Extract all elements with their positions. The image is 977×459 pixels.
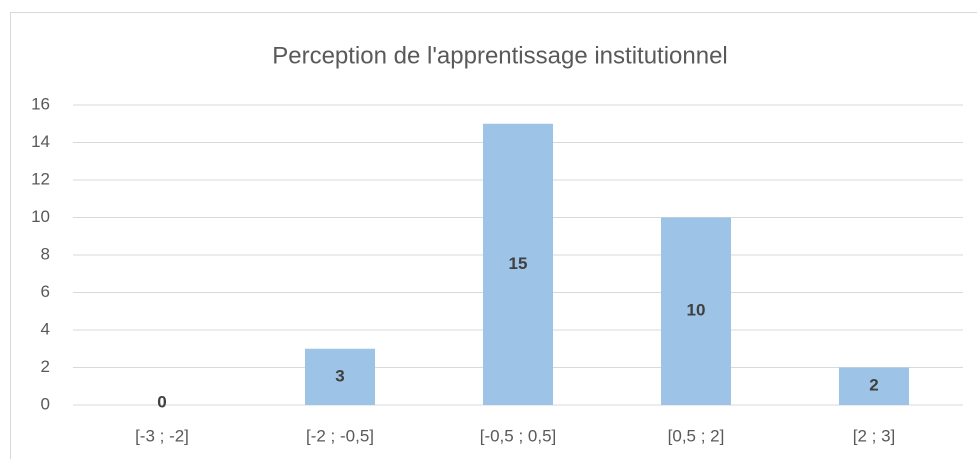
data-label: 15 [509,254,528,273]
x-tick-label: [0,5 ; 2] [668,426,725,445]
y-tick-label: 0 [41,394,50,413]
bar [839,367,909,405]
data-label: 2 [869,376,878,395]
x-tick-label: [-3 ; -2] [135,426,189,445]
bar [305,348,375,405]
chart-title: Perception de l'apprentissage institutio… [272,42,728,69]
data-label: 10 [687,301,706,320]
x-tick-label: [2 ; 3] [853,426,896,445]
data-label: 0 [157,392,166,411]
y-tick-label: 10 [31,207,50,226]
x-tick-label: [-0,5 ; 0,5] [480,426,557,445]
y-tick-label: 14 [31,132,50,151]
y-tick-label: 16 [31,94,50,113]
y-tick-label: 6 [41,282,50,301]
bar [661,217,731,405]
x-tick-label: [-2 ; -0,5] [306,426,374,445]
data-label: 3 [335,366,344,385]
y-tick-label: 8 [41,244,50,263]
y-tick-label: 2 [41,357,50,376]
bar [483,123,553,405]
y-tick-label: 4 [41,319,50,338]
y-tick-label: 12 [31,169,50,188]
